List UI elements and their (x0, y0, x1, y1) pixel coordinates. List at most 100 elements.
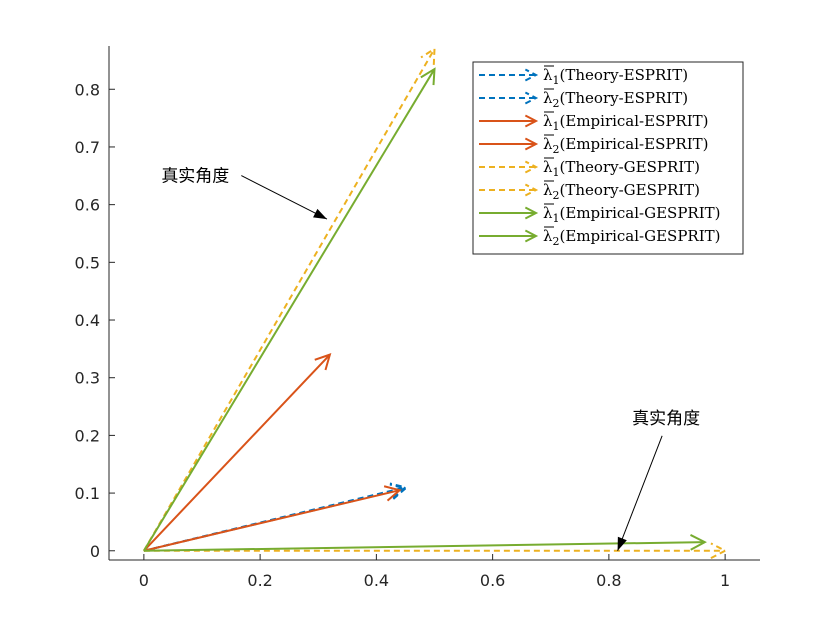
legend-subscript: 2 (553, 143, 560, 156)
vector-arrow-7-0-head (690, 534, 707, 551)
legend-swatch (479, 91, 539, 105)
legend-series-name: (Theory-ESPRIT) (560, 89, 689, 107)
legend: λ1(Theory-ESPRIT)λ2(Theory-ESPRIT)λ1(Emp… (472, 61, 744, 255)
legend-lambda: λ (543, 135, 553, 153)
legend-swatch (479, 137, 539, 151)
y-tick-label: 0.2 (75, 426, 100, 445)
legend-subscript: 1 (553, 74, 560, 87)
vector-arrow-5-0 (143, 542, 728, 560)
vector-arrow-1-0-head (389, 483, 408, 500)
legend-lambda: λ (543, 89, 553, 107)
legend-entry: λ2(Empirical-GESPRIT) (479, 226, 721, 248)
annotation-arrow-shaft (617, 435, 663, 551)
annotation: 真实角度 (617, 409, 700, 551)
legend-series-name: (Empirical-GESPRIT) (560, 227, 721, 245)
legend-label: λ1(Empirical-GESPRIT) (543, 204, 721, 225)
vector-arrow-0-0-head (389, 482, 408, 499)
x-tick-label: 0.4 (364, 571, 389, 590)
legend-label: λ2(Theory-GESPRIT) (543, 181, 700, 202)
legend-entry: λ1(Empirical-GESPRIT) (479, 203, 721, 225)
legend-swatch-head (524, 206, 539, 220)
legend-subscript: 1 (553, 166, 560, 179)
y-tick-label: 0.8 (75, 80, 100, 99)
legend-subscript: 2 (553, 235, 560, 248)
legend-swatch-head (524, 68, 539, 82)
axes: 0 0.2 0.4 0.6 0.8 1 0 0.1 0.2 0.3 0.4 0.5 0.6 0.7 0.8 (75, 46, 760, 590)
legend-subscript: 1 (553, 212, 560, 225)
legend-swatch (479, 160, 539, 174)
legend-swatch-head (524, 183, 539, 197)
legend-entry: λ1(Theory-ESPRIT) (479, 65, 688, 87)
annotation-text: 真实角度 (161, 167, 229, 187)
legend-lambda: λ (543, 227, 553, 245)
y-tick-label: 0 (90, 542, 100, 561)
vector-arrow-2-0 (143, 353, 332, 552)
legend-entry: λ1(Empirical-ESPRIT) (479, 111, 709, 133)
x-tick-label: 0 (139, 571, 149, 590)
y-tick-label: 0.6 (75, 196, 100, 215)
vector-arrow-7-0-shaft (143, 541, 705, 552)
legend-label: λ1(Empirical-ESPRIT) (543, 112, 709, 133)
legend-entry: λ2(Theory-ESPRIT) (479, 88, 688, 110)
vector-arrow-3-0 (143, 485, 402, 552)
vector-arrow-6-0-head (420, 67, 436, 86)
vector-arrow-3-0-head (383, 485, 402, 502)
legend-lambda: λ (543, 158, 553, 176)
vector-layer (143, 47, 728, 560)
y-tick-label: 0.4 (75, 311, 100, 330)
legend-subscript: 2 (553, 189, 560, 202)
legend-subscript: 2 (553, 97, 560, 110)
legend-series-name: (Theory-GESPRIT) (560, 181, 701, 199)
legend-swatch-head (524, 229, 539, 243)
x-tick-label: 1 (720, 571, 730, 590)
legend-label: λ2(Empirical-GESPRIT) (543, 227, 721, 248)
vector-arrow-6-0-shaft (143, 68, 436, 552)
y-tick-label: 0.1 (75, 484, 100, 503)
legend-entry: λ2(Empirical-ESPRIT) (479, 134, 709, 156)
legend-label: λ1(Theory-ESPRIT) (543, 66, 688, 87)
annotation-arrow-head (617, 536, 627, 551)
legend-swatch-head (524, 114, 539, 128)
vector-arrow-6-0 (143, 67, 436, 552)
legend-series-name: (Empirical-GESPRIT) (560, 204, 721, 222)
legend-swatch (479, 206, 539, 220)
legend-swatch (479, 229, 539, 243)
legend-series-name: (Empirical-ESPRIT) (560, 112, 709, 130)
legend-swatch (479, 114, 539, 128)
legend-swatch-head (524, 91, 539, 105)
y-tick-label: 0.3 (75, 369, 100, 388)
legend-label: λ2(Empirical-ESPRIT) (543, 135, 709, 156)
x-tick-label: 0.8 (596, 571, 621, 590)
annotation-arrow-head (313, 208, 327, 220)
legend-swatch (479, 68, 539, 82)
vector-arrow-5-0-head (710, 542, 728, 560)
legend-subscript: 1 (553, 120, 560, 133)
legend-entry: λ2(Theory-GESPRIT) (479, 180, 700, 202)
legend-lambda: λ (543, 66, 553, 84)
legend-series-name: (Theory-ESPRIT) (560, 66, 689, 84)
legend-label: λ2(Theory-ESPRIT) (543, 89, 688, 110)
legend-label: λ1(Theory-GESPRIT) (543, 158, 700, 179)
annotation: 真实角度 (161, 167, 328, 220)
vector-arrow-3-0-shaft (143, 489, 400, 552)
vector-arrow-4-0-head (420, 47, 436, 65)
vector-arrow-2-0-head (314, 353, 332, 371)
legend-lambda: λ (543, 112, 553, 130)
vector-arrow-4-0 (143, 47, 436, 552)
annotation-text: 真实角度 (632, 409, 700, 429)
legend-series-name: (Empirical-ESPRIT) (560, 135, 709, 153)
vector-arrow-7-0 (143, 534, 707, 552)
legend-box (472, 61, 744, 255)
x-tick-label: 0.6 (480, 571, 505, 590)
legend-lambda: λ (543, 181, 553, 199)
y-tick-label: 0.5 (75, 253, 100, 272)
vector-arrow-4-0-shaft (143, 48, 436, 552)
legend-swatch (479, 183, 539, 197)
y-tick-label: 0.7 (75, 138, 100, 157)
legend-swatch-head (524, 137, 539, 151)
legend-entry: λ1(Theory-GESPRIT) (479, 157, 700, 179)
legend-series-name: (Theory-GESPRIT) (560, 158, 701, 176)
legend-lambda: λ (543, 204, 553, 222)
